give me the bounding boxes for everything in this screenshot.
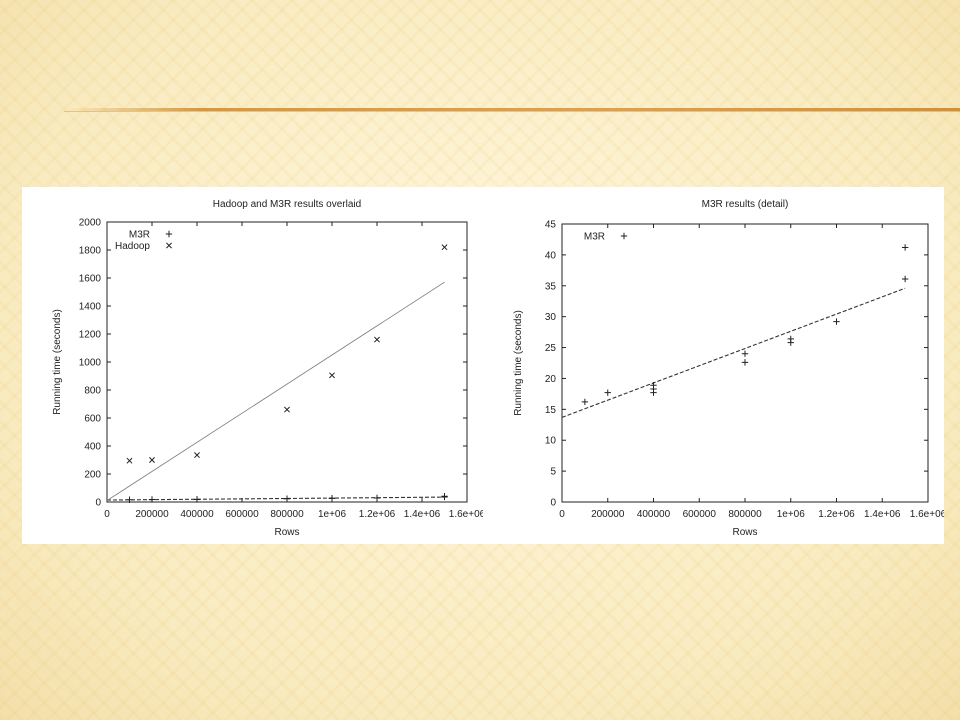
data-point-hadoop xyxy=(329,372,335,379)
fit-line-hadoop xyxy=(106,281,445,501)
data-point-hadoop xyxy=(126,457,133,464)
x-tick-label: 800000 xyxy=(728,509,762,520)
y-tick-label: 10 xyxy=(545,436,557,447)
x-tick-label: 200000 xyxy=(135,509,169,520)
x-tick-label: 200000 xyxy=(591,509,625,520)
y-tick-label: 2000 xyxy=(79,218,102,229)
y-tick-label: 20 xyxy=(545,374,557,385)
y-tick-label: 15 xyxy=(545,405,557,416)
y-tick-label: 1600 xyxy=(79,274,102,285)
x-tick-label: 1e+06 xyxy=(318,509,347,520)
x-tick-label: 0 xyxy=(104,509,110,520)
x-tick-label: 1.4e+06 xyxy=(404,509,441,520)
data-point-hadoop xyxy=(284,406,290,413)
data-point-hadoop xyxy=(194,452,200,459)
chart-title: Hadoop and M3R results overlaid xyxy=(213,199,361,210)
x-tick-label: 400000 xyxy=(637,509,671,520)
fit-line-m3r xyxy=(561,287,906,418)
legend-label-hadoop: Hadoop xyxy=(115,241,150,252)
legend-label-m3r: M3R xyxy=(129,230,150,241)
data-point-m3r xyxy=(581,398,589,406)
data-point-m3r xyxy=(193,496,201,503)
chart-m3r-detail: M3R results (detail) 0 200000 400000 600000 8… xyxy=(513,199,944,538)
data-point-m3r xyxy=(741,350,749,357)
x-tick-label: 1.4e+06 xyxy=(864,509,901,520)
y-tick-label: 1000 xyxy=(79,358,102,369)
data-point-m3r xyxy=(328,495,336,502)
x-tick-label: 400000 xyxy=(180,509,214,520)
data-point-m3r xyxy=(650,382,657,389)
y-tick-label: 35 xyxy=(545,281,557,292)
plot-frame xyxy=(106,221,468,503)
legend-marker-m3r xyxy=(620,232,628,240)
y-tick-label: 45 xyxy=(545,220,557,231)
y-tick-label: 5 xyxy=(550,467,556,478)
data-point-m3r xyxy=(441,493,448,500)
x-tick-label: 0 xyxy=(559,509,565,520)
data-point-hadoop xyxy=(374,336,380,343)
data-point-m3r xyxy=(833,318,840,325)
x-tick-label: 1.6e+06 xyxy=(910,509,944,520)
chart-hadoop-m3r-overlaid: Hadoop and M3R results overlaid 0 200000 40… xyxy=(52,199,483,538)
data-point-m3r xyxy=(373,494,381,502)
chart-title: M3R results (detail) xyxy=(702,199,789,210)
legend-marker-hadoop xyxy=(166,242,172,249)
y-tick-label: 800 xyxy=(84,386,101,397)
y-tick-label: 0 xyxy=(95,498,101,509)
fit-line-m3r xyxy=(106,496,445,501)
data-point-hadoop xyxy=(149,457,155,463)
y-tick-label: 40 xyxy=(545,250,557,261)
data-point-m3r xyxy=(148,496,156,503)
data-point-m3r xyxy=(604,389,611,396)
x-tick-label: 600000 xyxy=(225,509,259,520)
legend-label-m3r: M3R xyxy=(584,232,605,243)
data-point-m3r xyxy=(741,359,749,366)
data-point-m3r xyxy=(126,496,133,503)
y-tick-label: 400 xyxy=(84,442,101,453)
x-tick-label: 1e+06 xyxy=(777,509,806,520)
data-point-m3r xyxy=(283,495,291,502)
data-point-m3r xyxy=(901,244,909,251)
data-point-m3r xyxy=(787,335,794,343)
x-axis-label: Rows xyxy=(274,527,299,538)
legend-marker-m3r xyxy=(165,230,173,238)
y-tick-label: 0 xyxy=(550,498,556,509)
x-axis-label: Rows xyxy=(732,527,757,538)
y-tick-label: 25 xyxy=(545,343,557,354)
data-point-m3r xyxy=(901,275,909,283)
y-tick-label: 30 xyxy=(545,312,557,323)
y-axis-label: Running time (seconds) xyxy=(52,309,63,415)
x-tick-label: 1.2e+06 xyxy=(359,509,396,520)
title-underline-rule xyxy=(64,108,960,111)
data-point-hadoop xyxy=(441,244,448,251)
x-tick-label: 1.2e+06 xyxy=(818,509,855,520)
x-tick-label: 800000 xyxy=(270,509,304,520)
y-tick-label: 1400 xyxy=(79,302,102,313)
chart-panel: Hadoop and M3R results overlaid 0 200000 40… xyxy=(22,187,944,544)
y-tick-label: 1800 xyxy=(79,246,102,257)
x-tick-label: 1.6e+06 xyxy=(449,509,483,520)
y-tick-label: 200 xyxy=(84,470,101,481)
y-tick-label: 1200 xyxy=(79,330,102,341)
x-tick-label: 600000 xyxy=(683,509,717,520)
y-tick-label: 600 xyxy=(84,414,101,425)
y-axis-label: Running time (seconds) xyxy=(513,310,524,416)
